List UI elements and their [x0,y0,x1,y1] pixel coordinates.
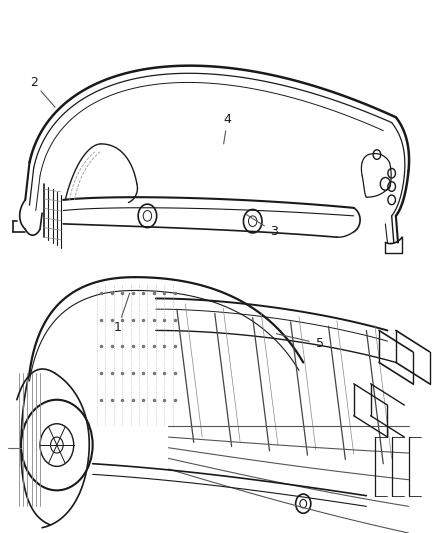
Text: 3: 3 [270,225,278,238]
Text: 4: 4 [223,114,231,126]
Text: 2: 2 [30,76,38,89]
Text: 5: 5 [316,337,324,350]
Text: 1: 1 [114,321,122,334]
